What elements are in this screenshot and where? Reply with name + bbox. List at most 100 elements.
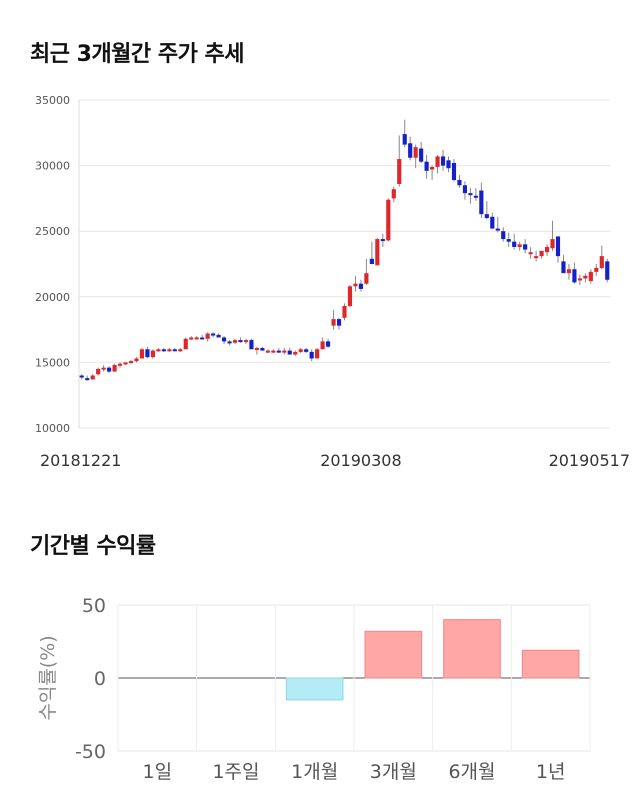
- candle-down: [145, 349, 150, 358]
- candle-up: [150, 350, 155, 358]
- x-tick-label: 20181221: [40, 451, 121, 470]
- candle-up: [566, 269, 572, 274]
- y-tick-label: 20000: [35, 291, 70, 304]
- candle-down: [446, 160, 451, 169]
- candle-up: [391, 189, 396, 199]
- candle-down: [506, 239, 511, 242]
- candle-up: [397, 159, 402, 184]
- candle-down: [473, 195, 478, 198]
- candle-up: [430, 166, 435, 170]
- candle-down: [490, 216, 495, 229]
- y-tick-label: 35000: [35, 94, 70, 107]
- candle-down: [555, 236, 561, 257]
- y-tick-label: 30000: [35, 160, 70, 173]
- candle-up: [189, 337, 194, 340]
- candle-down: [501, 231, 506, 240]
- candle-down: [440, 156, 446, 166]
- candle-up: [167, 349, 172, 352]
- candle-up: [517, 244, 522, 247]
- candle-up: [205, 333, 210, 339]
- candle-down: [200, 337, 205, 340]
- candle-up: [183, 338, 188, 350]
- x-tick-label: 20190517: [549, 451, 630, 470]
- candle-down: [479, 190, 484, 215]
- candle-up: [232, 340, 238, 343]
- candle-up: [375, 239, 380, 266]
- candle-down: [336, 319, 342, 326]
- candle-up: [265, 350, 270, 353]
- candle-down: [85, 378, 90, 381]
- x-tick-label: 3개월: [370, 761, 417, 783]
- candle-down: [287, 350, 292, 355]
- candle-down: [276, 350, 281, 353]
- candle-down: [249, 340, 254, 350]
- y-tick-label: 10000: [35, 422, 70, 435]
- candle-up: [254, 347, 259, 350]
- x-tick-label: 1년: [536, 761, 566, 783]
- candle-down: [468, 193, 473, 196]
- candle-up: [101, 367, 106, 370]
- y-tick-label: 15000: [35, 356, 70, 369]
- x-tick-label: 1일: [143, 761, 173, 783]
- candle-down: [605, 261, 610, 280]
- candle-down: [211, 333, 216, 336]
- candle-down: [572, 269, 577, 283]
- return-bar: [364, 630, 423, 679]
- y-tick-label: 25000: [35, 225, 70, 238]
- candle-up: [539, 250, 544, 257]
- candle-up: [178, 349, 183, 352]
- candle-down: [358, 283, 364, 289]
- price-trend-title: 최근 3개월간 주가 추세: [30, 42, 244, 67]
- candle-up: [331, 319, 336, 326]
- candle-up: [347, 286, 353, 306]
- candle-up: [528, 252, 533, 255]
- x-tick-label: 20190308: [320, 451, 401, 470]
- x-tick-label: 6개월: [448, 761, 495, 783]
- candle-down: [227, 341, 232, 344]
- candle-up: [298, 349, 303, 352]
- candle-up: [96, 368, 101, 375]
- candle-down: [325, 341, 331, 347]
- candle-up: [282, 350, 287, 353]
- candle-up: [599, 256, 604, 268]
- candle-up: [271, 350, 276, 353]
- candle-up: [544, 246, 550, 253]
- candle-down: [561, 261, 566, 274]
- candle-down: [172, 349, 177, 352]
- candle-up: [577, 278, 582, 281]
- return-bar: [443, 619, 501, 679]
- y-tick-label: 50: [82, 595, 106, 617]
- candle-up: [550, 239, 555, 249]
- candle-down: [523, 244, 528, 250]
- y-axis-label: 수익률(%): [37, 635, 59, 720]
- candle-down: [484, 214, 489, 219]
- candle-down: [408, 143, 413, 158]
- candle-up: [117, 363, 123, 366]
- candle-up: [243, 340, 249, 343]
- y-tick-label: 0: [94, 668, 106, 690]
- return-bar: [285, 677, 344, 701]
- candle-up: [156, 349, 161, 352]
- candle-down: [161, 349, 166, 352]
- candlestick-chart: 35000 30000 25000 20000 15000 10000 20181221 20…: [35, 94, 630, 470]
- candle-down: [238, 340, 243, 343]
- period-return-title: 기간별 수익률: [30, 534, 156, 559]
- candle-up: [413, 147, 418, 158]
- candle-down: [402, 134, 407, 145]
- candle-down: [419, 148, 424, 162]
- candle-up: [583, 275, 588, 279]
- candle-down: [107, 367, 112, 372]
- candle-up: [386, 199, 391, 241]
- candle-up: [534, 256, 539, 259]
- candle-up: [594, 267, 599, 272]
- candle-up: [123, 362, 128, 365]
- x-tick-label: 1개월: [291, 761, 338, 783]
- candle-down: [451, 162, 457, 181]
- candle-up: [315, 349, 320, 359]
- candle-down: [424, 161, 429, 171]
- candle-up: [134, 358, 139, 362]
- candle-up: [342, 305, 347, 318]
- y-tick-label: -50: [75, 741, 106, 763]
- candle-down: [79, 375, 84, 378]
